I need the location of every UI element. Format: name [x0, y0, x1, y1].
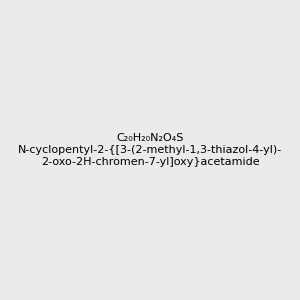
Text: C₂₀H₂₀N₂O₄S
N-cyclopentyl-2-{[3-(2-methyl-1,3-thiazol-4-yl)-
2-oxo-2H-chromen-7-: C₂₀H₂₀N₂O₄S N-cyclopentyl-2-{[3-(2-methy…: [18, 134, 282, 166]
